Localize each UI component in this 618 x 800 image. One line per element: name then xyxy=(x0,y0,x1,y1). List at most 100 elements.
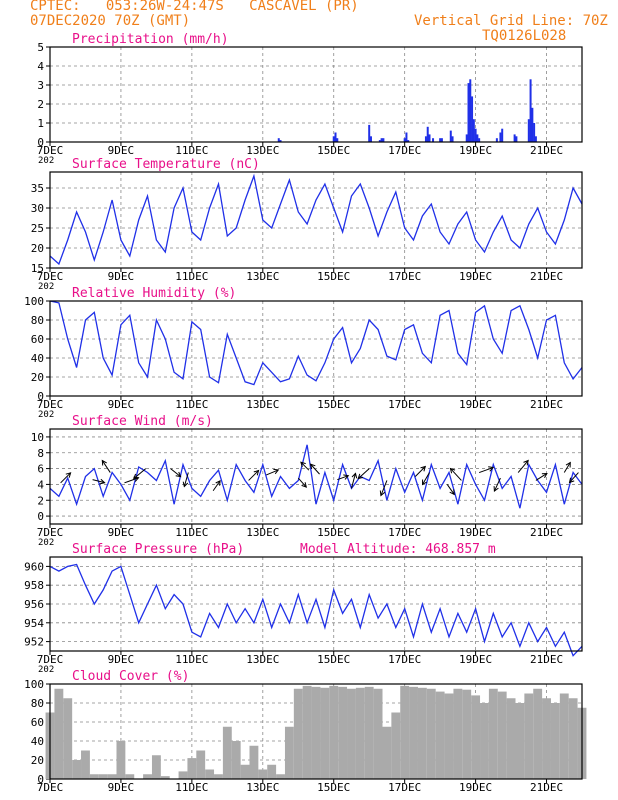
pres-ytick-label: 960 xyxy=(24,560,44,573)
cloud-bar xyxy=(568,698,578,779)
rh-title: Relative Humidity (%) xyxy=(72,286,236,301)
wind-arrow-head xyxy=(133,476,140,482)
precip-bar xyxy=(440,138,443,142)
precip-ytick-label: 3 xyxy=(37,79,44,92)
rh-xtick-label: 19DEC xyxy=(459,398,492,411)
cloud-bar xyxy=(222,726,232,779)
pres-xtick-label: 11DEC xyxy=(175,653,208,666)
precip-bar xyxy=(428,134,431,142)
cloud-bar xyxy=(550,703,560,779)
precip-bar xyxy=(336,138,339,142)
precip-bar xyxy=(478,138,481,142)
header-code: TQ0126L028 xyxy=(482,28,567,44)
precip-bar xyxy=(469,79,472,142)
header-grid-note: Vertical Grid Line: 70Z xyxy=(414,13,608,29)
wind-arrow-head xyxy=(421,479,428,486)
wind-arrow-head xyxy=(568,477,575,484)
wind-arrow xyxy=(297,477,307,488)
wind-ytick-label: 8 xyxy=(37,447,44,460)
precip-bar xyxy=(334,132,337,142)
wind-arrow-head xyxy=(449,489,455,496)
precip-bar xyxy=(467,83,470,142)
wind-arrow xyxy=(563,462,571,473)
wind-arrow xyxy=(414,466,426,477)
wind-xtick-label: 19DEC xyxy=(459,526,492,539)
cloud-bar xyxy=(524,693,534,779)
cloud-bar xyxy=(249,745,259,779)
wind-arrow xyxy=(212,480,221,492)
wind-arrow xyxy=(350,473,356,489)
pres-xtick-label: 17DEC xyxy=(388,653,421,666)
precip-xtick-label: 19DEC xyxy=(459,144,492,157)
cloud-bar xyxy=(497,691,507,779)
wind-arrow-head xyxy=(253,469,260,476)
rh-series-line xyxy=(49,300,583,386)
wind-frame xyxy=(49,428,583,525)
wind-xtick-label: 21DEC xyxy=(530,526,563,539)
cloud-bar xyxy=(258,769,268,779)
cloud-bar xyxy=(231,741,241,779)
wind-arrow xyxy=(170,468,181,477)
wind-ytick-label: 2 xyxy=(37,494,44,507)
wind-arrow-head xyxy=(101,459,107,466)
wind-arrow xyxy=(248,470,259,481)
precip-xtick-label: 13DEC xyxy=(246,144,279,157)
precip-xtick-label: 7DEC xyxy=(37,144,64,157)
wind-arrow-head xyxy=(343,474,350,480)
cloud-bar xyxy=(276,774,285,779)
cloud-xtick-label: 21DEC xyxy=(530,781,563,794)
cloud-xtick-label: 9DEC xyxy=(108,781,135,794)
wind-xtick-label: 7DEC xyxy=(37,526,64,539)
temp-xtick-label: 19DEC xyxy=(459,270,492,283)
cloud-bar xyxy=(533,688,543,779)
pres-xtick-label: 15DEC xyxy=(317,653,350,666)
pres-frame xyxy=(49,556,583,652)
cloud-bar xyxy=(187,758,197,779)
cloud-bar xyxy=(311,686,321,779)
cloud-bar xyxy=(178,771,188,779)
cloud-bar xyxy=(196,750,206,779)
pres-ytick-label: 954 xyxy=(24,617,44,630)
wind-arrow xyxy=(266,469,279,476)
precip-bar xyxy=(474,128,477,142)
precip-bar xyxy=(403,138,406,142)
wind-arrow xyxy=(92,479,105,484)
wind-arrow xyxy=(124,477,139,484)
cloud-xtick-label: 15DEC xyxy=(317,781,350,794)
cloud-bar xyxy=(373,688,383,779)
precip-bar xyxy=(529,79,532,142)
cloud-ytick-label: 0 xyxy=(37,773,44,786)
cloud-ytick-label: 80 xyxy=(31,697,44,710)
precip-bar xyxy=(332,136,335,142)
precip-bar xyxy=(380,138,383,142)
cloud-bar xyxy=(400,685,410,779)
precip-xtick-label: 11DEC xyxy=(175,144,208,157)
cloud-ytick-label: 100 xyxy=(24,678,44,691)
wind-arrow-head xyxy=(175,471,182,478)
wind-series-line xyxy=(49,444,583,509)
rh-xtick-label: 15DEC xyxy=(317,398,350,411)
wind-arrow-head xyxy=(182,481,189,488)
cloud-title: Cloud Cover (%) xyxy=(72,669,189,684)
precip-bar xyxy=(277,138,280,142)
cloud-bar xyxy=(355,687,365,779)
wind-xtick-label: 11DEC xyxy=(175,526,208,539)
temp-xtick-label: 9DEC xyxy=(108,270,135,283)
wind-xtick-label: 13DEC xyxy=(246,526,279,539)
temp-xtick-label: 7DEC xyxy=(37,270,64,283)
wind-arrow xyxy=(478,467,494,474)
pres-title: Surface Pressure (hPa) xyxy=(72,542,244,557)
cloud-xtick-label: 19DEC xyxy=(459,781,492,794)
temp-ytick-label: 30 xyxy=(31,202,44,215)
rh-xtick-label: 9DEC xyxy=(108,398,135,411)
wind-arrow xyxy=(337,475,349,481)
wind-xtick-label: 9DEC xyxy=(108,526,135,539)
wind-arrow xyxy=(535,473,548,481)
precip-ytick-label: 0 xyxy=(37,136,44,149)
cloud-bar xyxy=(151,755,161,779)
cloud-bar xyxy=(338,686,348,779)
rh-frame xyxy=(49,300,583,397)
precip-bar xyxy=(449,130,452,142)
precip-xtick-label: 9DEC xyxy=(108,144,135,157)
